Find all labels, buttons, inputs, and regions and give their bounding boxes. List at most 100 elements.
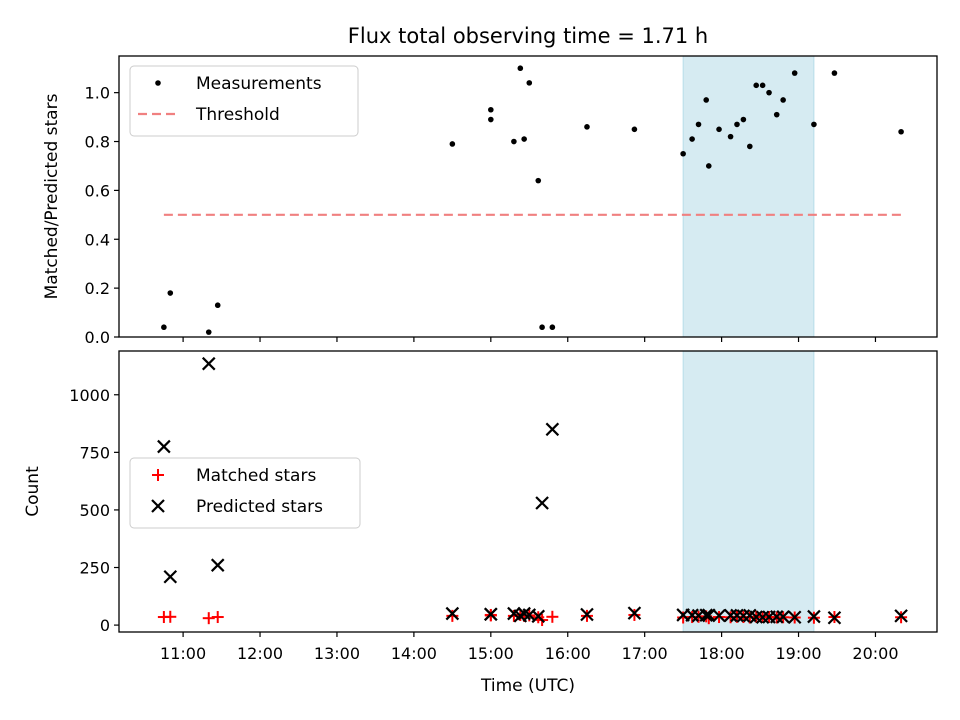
- matched-star-marker: [628, 608, 641, 621]
- bottom-x-ticks: 11:00 12:00 13:00 14:00 15:00 16:00 17:00 18:00…: [160, 632, 899, 663]
- y-tick-label: 250: [79, 559, 110, 578]
- measurement-point: [517, 65, 524, 72]
- matched-star-marker: [546, 610, 559, 623]
- top-axes-frame: [118, 55, 938, 338]
- matched-star-marker: [202, 612, 215, 625]
- x-tick-label: 18:00: [699, 644, 745, 663]
- y-tick-label: 0.4: [85, 230, 110, 249]
- predicted-star-marker: [776, 610, 790, 624]
- measurement-point: [703, 97, 710, 103]
- predicted-star-marker: [807, 609, 821, 624]
- top-x-ticks: [182, 337, 877, 342]
- predicted-star-marker: [627, 606, 642, 620]
- y-tick-label: 0.6: [85, 181, 110, 200]
- matched-star-marker: [446, 609, 459, 622]
- measurement-point: [747, 143, 753, 150]
- predicted-star-marker: [769, 610, 784, 624]
- predicted-star-marker: [894, 609, 908, 623]
- measurement-point: [167, 290, 174, 296]
- measurement-point: [727, 133, 734, 140]
- bottom-y-axis-label: Count: [23, 466, 43, 517]
- measurement-point: [753, 82, 760, 89]
- count-points: [157, 356, 908, 627]
- predicted-star-marker: [702, 608, 716, 622]
- top-highlight-span: [682, 55, 815, 338]
- predicted-star-marker: [712, 608, 726, 623]
- measurement-point: [680, 150, 686, 157]
- legend-plus-icon: [152, 469, 164, 481]
- legend-dot-icon: [155, 80, 161, 86]
- predicted-star-marker: [484, 607, 498, 622]
- predicted-star-marker: [580, 607, 594, 622]
- y-tick-label: 0.0: [85, 328, 110, 347]
- predicted-star-marker: [210, 558, 225, 572]
- predicted-star-marker: [535, 496, 549, 510]
- x-tick-label: 16:00: [545, 644, 591, 663]
- measurement-point: [205, 329, 212, 335]
- measurement-point: [831, 70, 838, 76]
- measurement-point: [539, 324, 545, 331]
- y-tick-label: 1.0: [85, 84, 110, 103]
- x-tick-label: 11:00: [160, 644, 206, 663]
- measurement-point: [526, 80, 533, 86]
- bottom-highlight-span: [682, 350, 815, 633]
- y-tick-label: 1000: [69, 386, 110, 405]
- y-tick-label: 500: [79, 501, 110, 520]
- measurement-point: [214, 302, 221, 309]
- matched-star-marker: [211, 611, 224, 624]
- predicted-star-marker: [787, 610, 802, 625]
- measurement-point: [773, 111, 780, 118]
- x-tick-label: 15:00: [468, 644, 514, 663]
- predicted-star-marker: [545, 422, 560, 437]
- measurement-point: [780, 97, 786, 103]
- measurement-point: [766, 89, 772, 96]
- measurement-point: [898, 128, 904, 135]
- x-tick-label: 14:00: [391, 644, 437, 663]
- legend-box: [129, 457, 361, 529]
- y-tick-label: 0.2: [85, 279, 110, 298]
- predicted-star-marker: [163, 569, 178, 584]
- top-y-axis-label: Matched/Predicted stars: [42, 93, 62, 299]
- measurement-point: [535, 177, 542, 184]
- bottom-y-ticks: 0 250 500 750 1000: [69, 386, 119, 635]
- measurement-point: [695, 121, 702, 128]
- top-y-ticks: 0.0 0.2 0.4 0.6 0.8 1.0: [85, 84, 119, 347]
- measurement-point: [791, 70, 798, 76]
- x-tick-label: 19:00: [775, 644, 821, 663]
- bottom-axes-frame: [118, 350, 938, 633]
- legend-label: Matched stars: [196, 466, 316, 486]
- legend-label: Predicted stars: [196, 497, 323, 517]
- measurement-point: [811, 121, 817, 128]
- predicted-star-marker: [699, 608, 713, 622]
- measurement-point: [716, 126, 722, 133]
- predicted-star-marker: [445, 606, 460, 621]
- matched-star-marker: [164, 610, 177, 623]
- x-tick-label: 20:00: [852, 644, 898, 663]
- y-tick-label: 750: [79, 443, 110, 462]
- legend-label: Measurements: [196, 74, 322, 94]
- measurement-point: [488, 116, 494, 123]
- predicted-star-marker: [531, 609, 546, 624]
- measurement-point: [740, 116, 747, 123]
- predicted-star-marker: [723, 608, 738, 623]
- predicted-star-marker: [201, 356, 216, 371]
- measurement-point: [734, 121, 740, 128]
- legend-x-icon: [151, 499, 165, 513]
- measurement-point: [705, 163, 712, 169]
- measurement-point: [521, 136, 527, 142]
- predicted-star-marker: [827, 610, 842, 625]
- bottom-legend: Matched stars Predicted stars: [129, 457, 361, 529]
- measurement-point: [161, 324, 167, 331]
- x-tick-label: 13:00: [314, 644, 360, 663]
- measurement-point: [759, 82, 766, 89]
- legend-box: [129, 65, 359, 137]
- top-panel: 0.0 0.2 0.4 0.6 0.8 1.0 Matched/Predicted sta…: [42, 55, 938, 347]
- top-legend: Measurements Threshold: [129, 65, 359, 137]
- bottom-panel: 0 250 500 750 1000 11:00 12:00 13:00 14:00 15:00…: [23, 350, 938, 663]
- measurement-point: [549, 324, 556, 331]
- predicted-star-marker: [157, 439, 171, 454]
- measurement-point: [511, 138, 517, 145]
- measurement-point: [584, 124, 590, 130]
- legend-label: Threshold: [195, 105, 280, 125]
- y-tick-label: 0: [100, 616, 110, 635]
